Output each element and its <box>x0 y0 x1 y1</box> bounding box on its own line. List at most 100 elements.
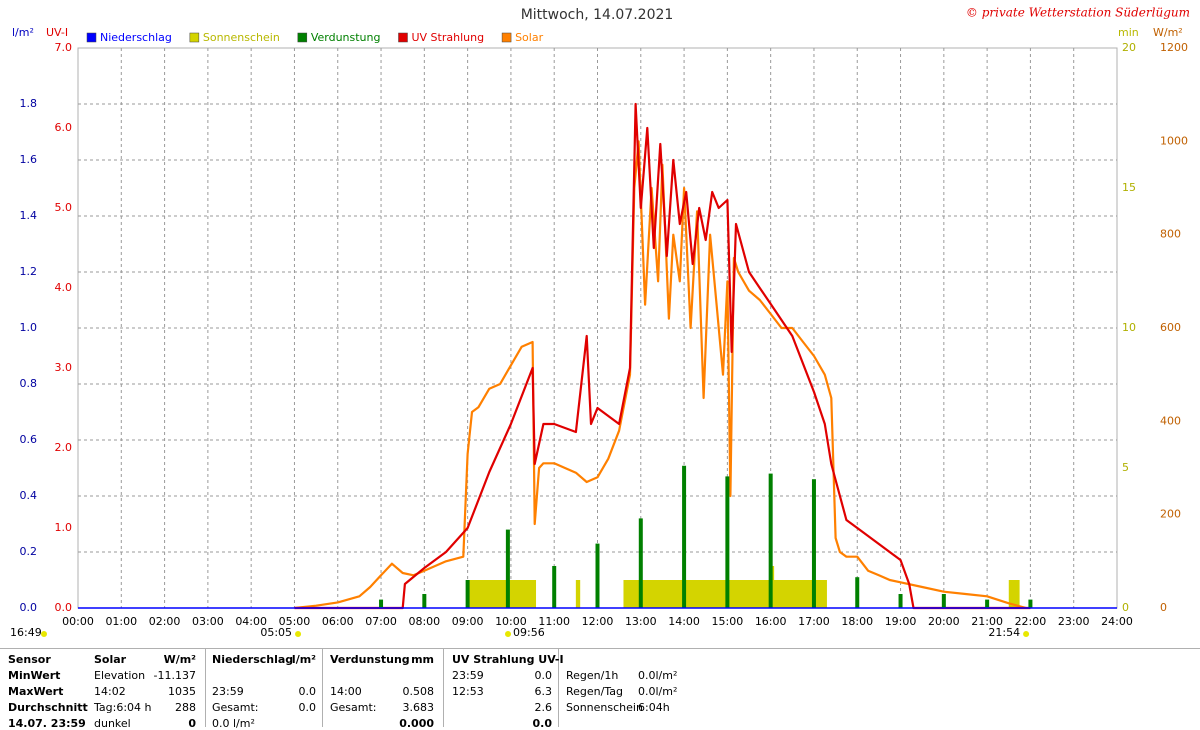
y2-tick-label: 5.0 <box>55 201 73 214</box>
x-tick-label: 07:00 <box>365 615 397 628</box>
evaporation-bar <box>638 518 643 608</box>
x-tick-label: 19:00 <box>885 615 917 628</box>
x-tick-label: 06:00 <box>322 615 354 628</box>
y2-tick-label: 2.0 <box>55 441 73 454</box>
legend-label: UV Strahlung <box>411 31 484 44</box>
sun-marker <box>1023 631 1030 637</box>
x-tick-label: 12:00 <box>582 615 614 628</box>
table-cell: Sonnenschein <box>566 701 643 714</box>
y4-tick-label: 200 <box>1160 508 1181 521</box>
table-cell: 14.07. 23:59 <box>8 717 86 730</box>
x-tick-label: 16:00 <box>755 615 787 628</box>
y-tick-label: 0.0 <box>20 601 38 614</box>
y3-tick-label: 15 <box>1122 181 1136 194</box>
column-separator <box>322 649 323 727</box>
evaporation-bar <box>725 476 730 608</box>
y3-axis-label: min <box>1118 26 1139 39</box>
table-cell: -11.137 <box>153 669 196 682</box>
y2-tick-label: 0.0 <box>55 601 73 614</box>
x-tick-label: 14:00 <box>668 615 700 628</box>
table-cell: 1035 <box>168 685 196 698</box>
column-separator <box>443 649 444 727</box>
evaporation-bar <box>898 594 903 608</box>
x-tick-label: 01:00 <box>105 615 137 628</box>
x-tick-label: 08:00 <box>408 615 440 628</box>
x-tick-label: 10:00 <box>495 615 527 628</box>
column-separator <box>558 649 559 727</box>
y-tick-label: 0.6 <box>20 433 38 446</box>
y3-tick-label: 0 <box>1122 601 1129 614</box>
y-tick-label: 0.2 <box>20 545 38 558</box>
table-cell: Solar <box>94 653 127 666</box>
table-cell: 6:04h <box>638 701 670 714</box>
table-cell: UV Strahlung UV-I <box>452 653 564 666</box>
table-cell: 0.0 <box>298 701 317 714</box>
y2-tick-label: 1.0 <box>55 521 73 534</box>
y2-tick-label: 3.0 <box>55 361 73 374</box>
table-cell: 0.0 <box>532 717 553 730</box>
x-tick-label: 00:00 <box>62 615 94 628</box>
x-tick-label: 17:00 <box>798 615 830 628</box>
x-tick-label: 21:00 <box>971 615 1003 628</box>
evaporation-bar <box>465 580 470 608</box>
data-line <box>294 102 1031 610</box>
table-cell: 14:02 <box>94 685 126 698</box>
table-cell: Tag:6:04 h <box>94 701 152 714</box>
table-cell: 0.0l/m² <box>638 685 678 698</box>
y2-tick-label: 6.0 <box>55 121 73 134</box>
table-cell: W/m² <box>163 653 196 666</box>
y-axis-label: l/m² <box>12 26 34 39</box>
y2-tick-label: 7.0 <box>55 41 73 54</box>
y4-tick-label: 0 <box>1160 601 1167 614</box>
table-cell: Gesamt: <box>330 701 377 714</box>
evaporation-bar <box>505 529 510 608</box>
sunshine-bar <box>575 580 581 608</box>
y-tick-label: 1.4 <box>20 209 38 222</box>
sunshine-bar <box>467 580 537 608</box>
y4-tick-label: 1200 <box>1160 41 1188 54</box>
sunshine-bar <box>623 580 827 608</box>
table-cell: Regen/Tag <box>566 685 623 698</box>
y-tick-label: 1.2 <box>20 265 38 278</box>
y-tick-label: 1.8 <box>20 97 38 110</box>
sun-marker <box>41 631 47 637</box>
x-tick-label: 24:00 <box>1101 615 1133 628</box>
legend-swatch <box>189 32 200 43</box>
y4-axis-label: W/m² <box>1153 26 1183 39</box>
table-cell: 288 <box>175 701 196 714</box>
x-tick-label: 22:00 <box>1015 615 1047 628</box>
evaporation-bar <box>552 566 557 608</box>
annotation-label: 21:54 <box>988 626 1020 639</box>
x-tick-label: 13:00 <box>625 615 657 628</box>
table-cell: Niederschlag <box>212 653 294 666</box>
sun-marker <box>505 631 512 637</box>
chart: Mittwoch, 14.07.2021 © private Wettersta… <box>10 6 1190 640</box>
table-cell: 3.683 <box>402 701 435 714</box>
evaporation-bar <box>1028 599 1033 608</box>
y2-axis-label: UV-I <box>46 26 68 39</box>
x-tick-label: 18:00 <box>841 615 873 628</box>
annotation-label: 09:56 <box>513 626 545 639</box>
table-cell: Verdunstung <box>330 653 410 666</box>
table-cell: 23:59 <box>452 669 484 682</box>
y4-tick-label: 800 <box>1160 228 1181 241</box>
table-cell: dunkel <box>94 717 131 730</box>
chart-title: Mittwoch, 14.07.2021 <box>521 7 674 23</box>
table-cell: 0.0l/m² <box>638 669 678 682</box>
table-cell: MaxWert <box>8 685 64 698</box>
evaporation-bar <box>941 594 946 608</box>
x-tick-label: 11:00 <box>538 615 570 628</box>
legend-label: Niederschlag <box>100 31 172 44</box>
evaporation-bar <box>682 465 687 608</box>
y3-tick-label: 20 <box>1122 41 1136 54</box>
x-tick-label: 02:00 <box>149 615 181 628</box>
annotation-label: 05:05 <box>260 626 292 639</box>
evaporation-bar <box>595 543 600 608</box>
legend-label: Verdunstung <box>311 31 381 44</box>
y4-tick-label: 400 <box>1160 414 1181 427</box>
table-cell: 23:59 <box>212 685 244 698</box>
corner-label: 16:49 <box>10 626 42 639</box>
stats-table: Sensor Solar W/m² Niederschlag l/m² Verdunstu… <box>0 648 1200 730</box>
table-cell: 0.0 l/m² <box>212 717 255 730</box>
legend-swatch <box>398 32 408 43</box>
